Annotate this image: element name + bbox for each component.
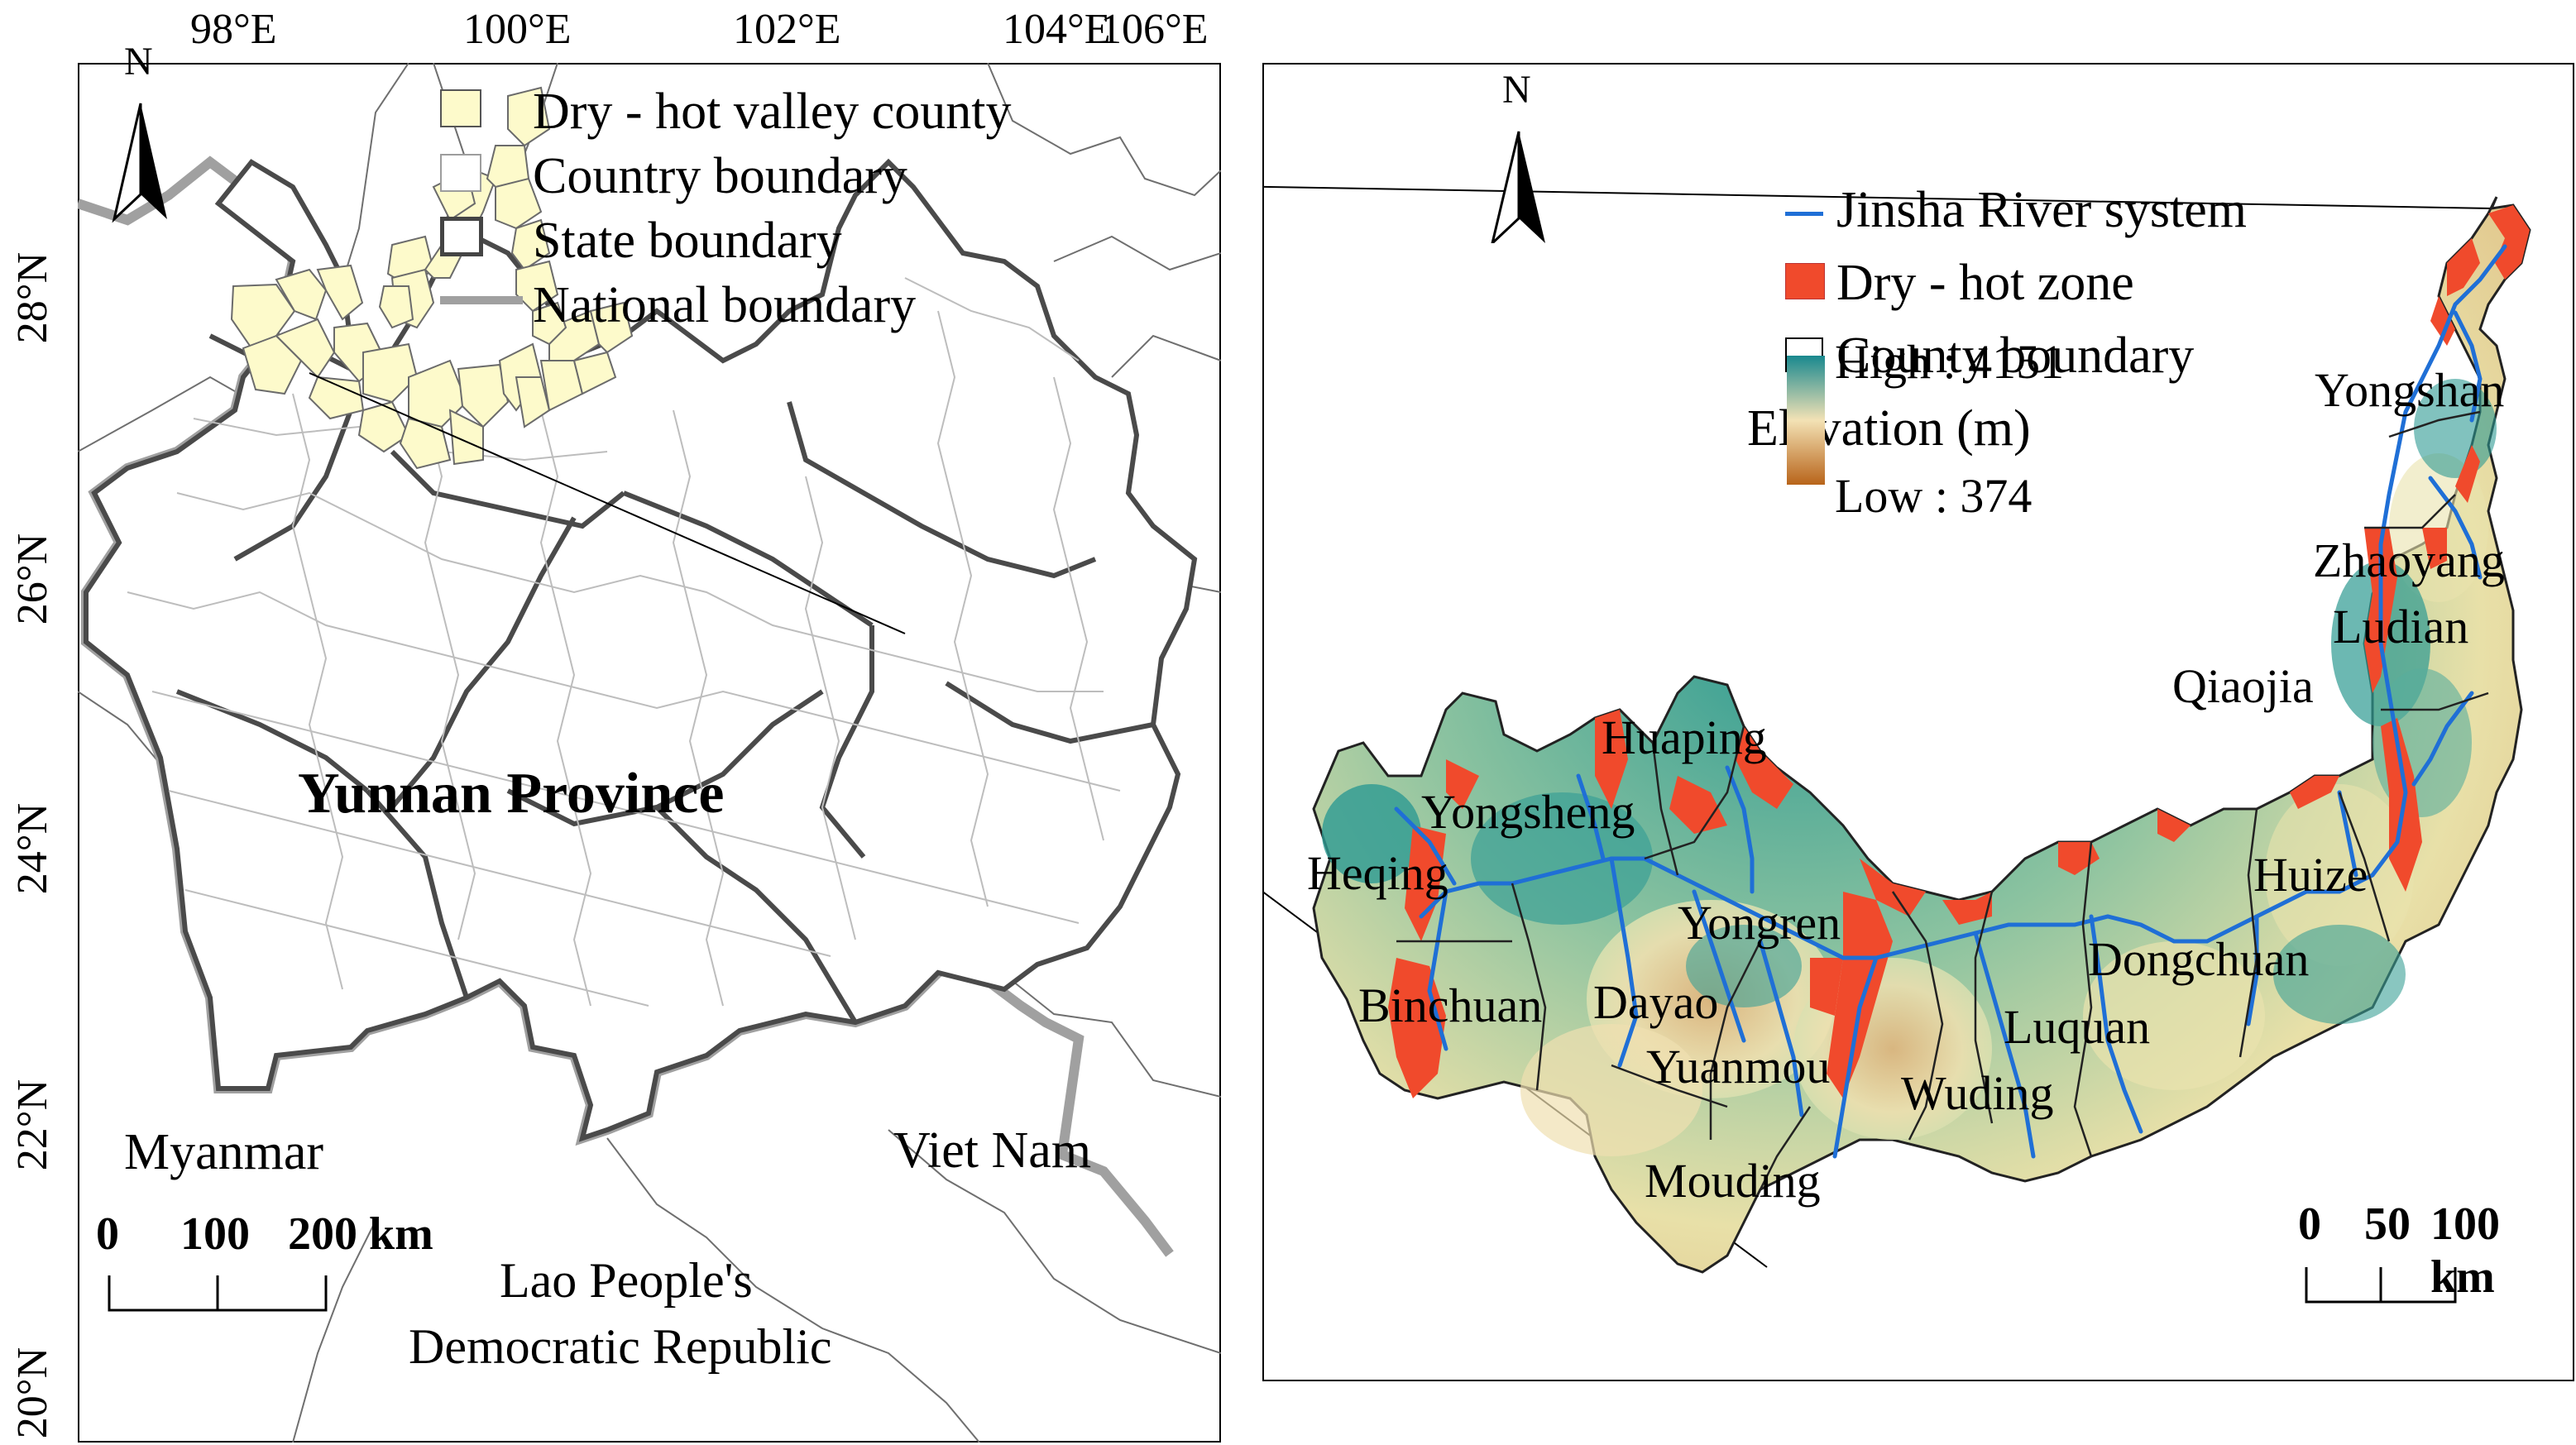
left-map: 98°E 100°E 102°E 104°E 106°E 28°N 26°N 2… xyxy=(0,0,1257,1445)
right-map: N Jinsha River system Dry - hot zone Cou… xyxy=(1262,63,2574,1381)
county-label: Wuding xyxy=(1901,1066,2054,1120)
county-label: Zhaoyang xyxy=(2313,534,2505,587)
legend-swatch-thin xyxy=(440,154,481,192)
lat-tick-text: 20°N xyxy=(9,1347,56,1439)
scale-bar-right: 0 50 100 km xyxy=(2298,1198,2563,1330)
country-label: Viet Nam xyxy=(893,1122,1092,1179)
legend-label: National boundary xyxy=(533,277,917,333)
legend-swatch-river xyxy=(1785,212,1823,216)
lat-tick-label: 26°N xyxy=(8,521,58,637)
county-label: Mouding xyxy=(1645,1154,1821,1208)
country-label: Lao People's xyxy=(500,1253,753,1308)
county-label: Ludian xyxy=(2333,600,2469,653)
county-label: Heqing xyxy=(1307,846,1448,900)
lon-tick-label: 106°E xyxy=(1100,6,1209,53)
county-label: Dongchuan xyxy=(2088,932,2310,986)
county-label: Huize xyxy=(2253,848,2368,902)
study-area xyxy=(1312,196,2531,1274)
scale-bar-line xyxy=(2305,1267,2457,1304)
legend-label: Dry - hot valley county xyxy=(533,84,1012,140)
north-arrow-icon: N xyxy=(112,41,167,223)
scale-tick-label: 0 xyxy=(96,1208,119,1260)
legend-label: State boundary xyxy=(533,213,842,269)
country-label: Myanmar xyxy=(124,1124,324,1180)
dry-hot-zones xyxy=(1388,205,2530,1098)
elevation-ramp xyxy=(1787,356,1825,485)
lat-tick-label: 28°N xyxy=(8,240,58,356)
legend-swatch-yellow xyxy=(440,89,481,127)
province-label: Yunnan Province xyxy=(298,762,725,825)
legend-swatch-thick xyxy=(440,217,483,256)
inset-pointer-line xyxy=(309,372,906,634)
county-label: Yongshan xyxy=(2315,363,2505,417)
elevation-low-label: Low : 374 xyxy=(1835,469,2033,523)
lon-tick-label: 102°E xyxy=(733,6,841,53)
left-legend: Dry - hot valley county Country boundary… xyxy=(440,83,1094,356)
county-label: Yongren xyxy=(1678,896,1841,950)
lon-tick-label: 98°E xyxy=(190,6,277,53)
legend-label: Jinsha River system xyxy=(1836,182,2247,238)
scale-tick-label: 100 km xyxy=(2430,1199,2500,1303)
county-label: Huaping xyxy=(1602,711,1767,764)
legend-swatch-line xyxy=(440,296,523,304)
north-letter: N xyxy=(1502,68,1531,112)
scale-bar-line xyxy=(108,1275,328,1312)
county-label: Yuanmou xyxy=(1646,1040,1831,1093)
scale-bar-left: 0 100 200 km xyxy=(91,1208,472,1323)
scale-tick-label: 50 xyxy=(2364,1199,2411,1250)
county-label: Qiaojia xyxy=(2172,659,2314,713)
lat-tick-text: 26°N xyxy=(9,533,56,625)
county-boundaries xyxy=(127,277,1121,1007)
lon-tick-label: 104°E xyxy=(1003,6,1111,53)
lat-tick-text: 22°N xyxy=(9,1079,56,1171)
county-label: Luquan xyxy=(2004,1000,2151,1054)
scale-tick-label: 0 xyxy=(2298,1199,2321,1250)
lat-tick-label: 20°N xyxy=(8,1335,58,1445)
scale-tick-label: 100 xyxy=(180,1208,250,1260)
legend-swatch-red xyxy=(1785,263,1825,299)
north-letter: N xyxy=(124,41,153,84)
left-map-frame xyxy=(78,63,1221,1443)
river-system xyxy=(1394,244,2507,1159)
inset-connector xyxy=(1264,185,2492,209)
legend-label: County boundary xyxy=(1836,328,2195,384)
legend-label: Country boundary xyxy=(533,148,907,204)
right-legend: Jinsha River system Dry - hot zone Count… xyxy=(1747,180,2439,528)
county-label: Yongsheng xyxy=(1421,785,1635,839)
dry-hot-valley-counties xyxy=(230,86,634,470)
county-label: Binchuan xyxy=(1358,978,1543,1032)
right-map-drawing xyxy=(1264,185,2531,1274)
lon-tick-label: 100°E xyxy=(463,6,572,53)
scale-tick-label: 200 km xyxy=(288,1208,433,1260)
country-label: Democratic Republic xyxy=(409,1319,832,1374)
lat-tick-text: 24°N xyxy=(9,802,56,895)
county-label: Dayao xyxy=(1593,975,1719,1029)
elevation-high-label: High : 4151 xyxy=(1835,335,2065,389)
lat-tick-label: 22°N xyxy=(8,1067,58,1183)
north-arrow-icon: N xyxy=(1491,68,1545,243)
legend-label: Dry - hot zone xyxy=(1836,255,2134,311)
lat-tick-label: 24°N xyxy=(8,791,58,907)
lat-tick-text: 28°N xyxy=(9,251,56,344)
inset-county-boundaries xyxy=(1396,410,2489,1190)
